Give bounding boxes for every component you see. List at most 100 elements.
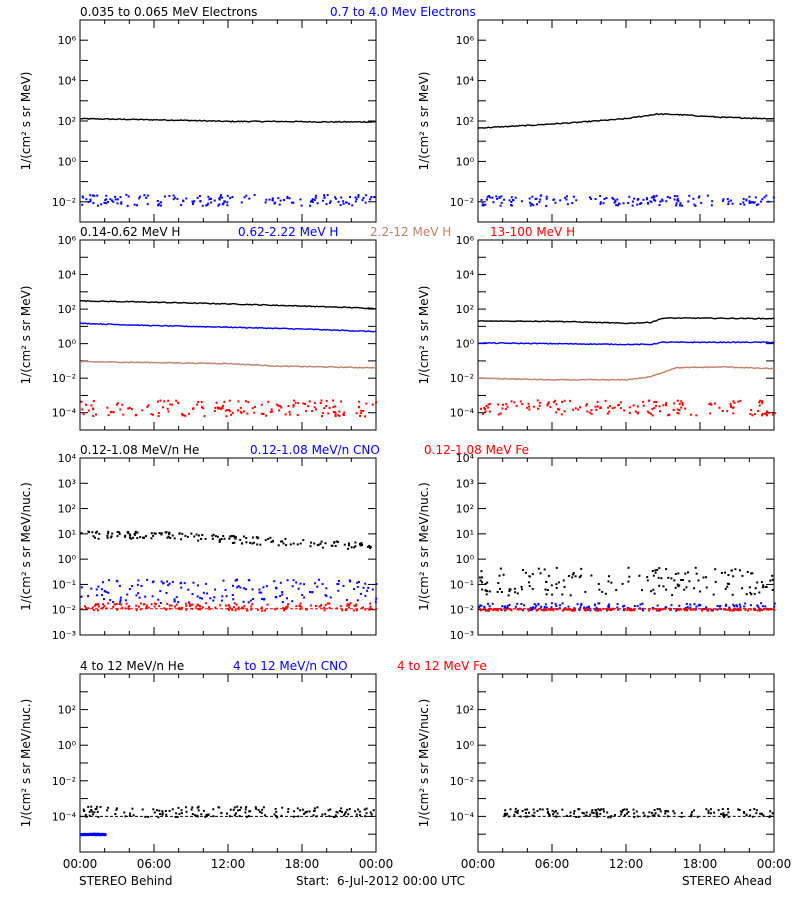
data-point: [105, 202, 108, 205]
data-point: [205, 204, 208, 207]
data-point: [579, 606, 582, 609]
data-point: [546, 404, 549, 407]
data-point: [95, 834, 97, 836]
data-point: [636, 405, 639, 408]
data-point: [732, 575, 735, 578]
data-point: [251, 603, 254, 606]
data-point: [480, 407, 482, 410]
data-point: [340, 196, 343, 199]
data-point: [353, 588, 355, 591]
data-point: [87, 595, 90, 598]
data-point: [354, 196, 357, 199]
data-point: [228, 815, 231, 818]
panel-3-behind-series-red: [80, 602, 377, 612]
data-point: [612, 198, 615, 201]
data-point: [760, 414, 763, 417]
data-point: [621, 582, 624, 585]
data-point: [693, 203, 696, 206]
panel-4-behind-ytick-label: 10²: [58, 704, 76, 717]
data-point: [334, 411, 337, 414]
panel-1-behind-series-black: [79, 117, 376, 124]
data-point: [159, 399, 162, 402]
data-point: [98, 532, 101, 535]
data-point: [322, 606, 325, 609]
data-point: [158, 605, 161, 608]
data-point: [679, 202, 682, 205]
data-point: [556, 408, 559, 411]
data-point: [676, 399, 679, 402]
data-point: [226, 201, 229, 204]
data-point: [246, 412, 249, 415]
data-point: [596, 815, 599, 818]
data-point: [292, 201, 295, 204]
data-point: [680, 400, 683, 403]
data-point: [693, 603, 696, 606]
data-point: [291, 585, 294, 588]
data-point: [480, 609, 482, 612]
data-point: [299, 602, 302, 605]
data-point: [208, 198, 211, 201]
panel-2-ahead-ylabel: 1/(cm² s sr MeV): [417, 286, 431, 385]
data-point: [240, 411, 243, 414]
data-point: [157, 415, 160, 417]
data-point: [127, 532, 130, 535]
data-point: [173, 537, 176, 540]
data-point: [559, 604, 562, 607]
data-point: [180, 204, 183, 207]
data-point: [680, 811, 683, 814]
data-point: [197, 534, 200, 537]
panel-3-behind-ytick-label: 10³: [58, 477, 76, 490]
data-point: [582, 812, 585, 815]
data-point: [596, 405, 599, 408]
data-point: [579, 406, 581, 409]
data-point: [247, 401, 250, 404]
data-point: [695, 572, 698, 575]
data-point: [769, 810, 772, 813]
data-point: [339, 809, 341, 812]
panel-2-behind-ytick-label: 10⁻⁴: [52, 407, 77, 420]
data-point: [653, 592, 656, 595]
data-point: [153, 532, 156, 535]
data-point: [602, 202, 605, 205]
panel-2-behind-frame: [79, 239, 377, 431]
data-point: [566, 195, 568, 198]
data-point: [540, 194, 542, 197]
data-point: [608, 606, 611, 609]
data-point: [271, 410, 274, 413]
data-point: [196, 403, 199, 406]
data-point: [284, 413, 287, 416]
data-point: [234, 609, 237, 612]
data-point: [478, 576, 481, 579]
data-point: [250, 605, 253, 608]
data-point: [224, 200, 227, 203]
data-point: [532, 808, 535, 811]
data-point: [316, 202, 319, 205]
data-point: [659, 810, 662, 813]
data-point: [112, 605, 115, 608]
data-point: [674, 586, 677, 589]
data-point: [159, 204, 162, 207]
data-point: [87, 200, 90, 203]
data-point: [545, 580, 548, 583]
data-point: [195, 533, 198, 536]
data-point: [321, 546, 324, 549]
data-point: [574, 575, 577, 578]
data-point: [554, 815, 557, 818]
data-point: [141, 409, 144, 412]
panel-2-ahead-ytick-label: 10⁻²: [450, 372, 474, 385]
data-point: [499, 204, 502, 207]
panel-1-ahead-series-blue: [480, 194, 775, 207]
data-point: [175, 596, 178, 599]
data-point: [732, 400, 735, 403]
data-point: [302, 402, 305, 405]
data-point: [678, 402, 681, 405]
data-point: [508, 603, 511, 606]
data-point: [628, 195, 631, 198]
data-point: [648, 811, 651, 814]
data-point: [565, 815, 568, 817]
data-point: [360, 542, 363, 545]
data-point: [106, 406, 109, 409]
data-point: [751, 414, 754, 417]
data-point: [773, 602, 776, 605]
data-point: [766, 410, 769, 413]
